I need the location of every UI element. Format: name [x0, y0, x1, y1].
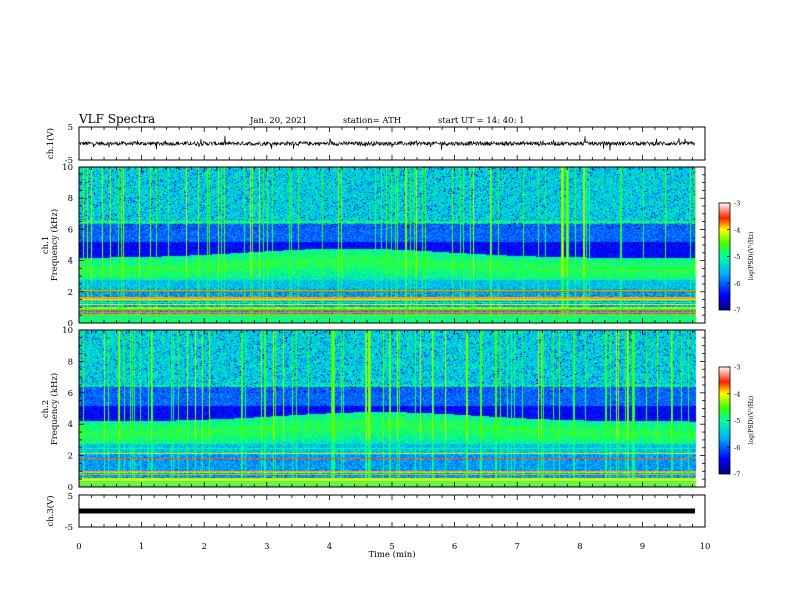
frequency-tick-label: 8: [68, 357, 73, 367]
ch2-colorbar: -3 -4 -5 -6 -7 log(PSD)(V²/Hz): [718, 364, 755, 479]
colorbar-tick-label: -7: [734, 471, 740, 479]
spectrogram-raster: [79, 167, 705, 323]
time-axis-tick-label: 8: [577, 542, 582, 552]
colorbar-tick-label: -5: [734, 253, 740, 261]
time-axis-tick-label: 3: [264, 542, 269, 552]
time-axis-tick-label: 1: [139, 542, 144, 552]
time-axis-tick-label: 9: [640, 542, 645, 552]
ch2-spectrogram-image: [79, 330, 705, 487]
ch2-spectrogram-channel-label: ch.2: [41, 400, 51, 418]
frequency-tick-label: 10: [62, 163, 73, 173]
frequency-tick-label: 6: [68, 389, 73, 399]
ch1-colorbar-ticks: -3 -4 -5 -6 -7: [727, 200, 740, 315]
ch1-spectrogram-yticks: 0 2 4 6 8 10: [62, 163, 705, 329]
header-start-time: start UT = 14: 40: 1: [438, 116, 525, 126]
ch1-spectrogram-xticks: [78, 167, 706, 323]
colorbar-tick-label: -3: [734, 364, 740, 372]
colorbar-tick-label: -4: [734, 390, 740, 398]
ch1-waveform-panel: 5 -5 ch.1(V): [45, 123, 706, 166]
frequency-tick-label: 4: [68, 257, 73, 267]
ch1-spectrogram-channel-label: ch.1: [41, 236, 51, 254]
time-axis-tick-label: 10: [700, 542, 711, 552]
ch2-colorbar-ticks: -3 -4 -5 -6 -7: [727, 364, 740, 479]
ch1-waveform-ticks: [78, 127, 706, 160]
time-axis-tick-label: 6: [452, 542, 457, 552]
ch2-spectrogram-panel: 0 2 4 6 8 10 ch.2 Frequency (kHz): [41, 326, 706, 493]
ch1-ytick-bottom: -5: [65, 156, 73, 166]
figure-title: VLF Spectra: [78, 112, 155, 126]
ch1-spectrogram-panel: 0 2 4 6 8 10 ch.1 Frequency (kHz): [41, 163, 706, 329]
ch3-waveform-trace: [79, 508, 695, 514]
time-axis-tick-labels: 0 1 2 3 4 5 6 7 8 9 10: [76, 542, 710, 552]
frequency-tick-label: 8: [68, 194, 73, 204]
time-axis-tick-label: 2: [201, 542, 206, 552]
ch2-spectrogram-xticks: [78, 330, 706, 487]
ch1-waveform-trace: [78, 135, 695, 151]
frequency-tick-label: 6: [68, 225, 73, 235]
spectrogram-raster: [79, 330, 705, 487]
ch2-spectrogram-yticks: 0 2 4 6 8 10: [62, 326, 705, 493]
frequency-tick-label: 0: [68, 319, 73, 329]
time-axis-tick-label: 5: [389, 542, 394, 552]
ch2-colorbar-label: log(PSD)(V²/Hz): [748, 396, 755, 445]
colorbar-tick-label: -5: [734, 417, 740, 425]
frequency-tick-label: 10: [62, 326, 73, 336]
time-axis-label: Time (min): [368, 549, 415, 560]
colorbar-tick-label: -3: [734, 200, 740, 208]
header-date: Jan. 20, 2021: [249, 116, 307, 126]
time-axis-tick-label: 0: [76, 542, 81, 552]
frequency-tick-label: 4: [68, 420, 73, 430]
ch3-waveform-ylabel: ch.3(V): [45, 495, 56, 526]
ch1-ytick-top: 5: [68, 123, 73, 133]
colorbar-tick-label: -6: [734, 444, 740, 452]
colorbar-tick-label: -6: [734, 280, 740, 288]
ch3-waveform-panel: 5 -5 ch.3(V): [45, 492, 706, 533]
ch3-ytick-bottom: -5: [65, 523, 73, 533]
ch3-waveform-ticks: [78, 495, 706, 527]
header-station: station= ATH: [343, 116, 401, 126]
time-axis-tick-label: 7: [514, 542, 519, 552]
time-axis-tick-label: 4: [327, 542, 332, 552]
colorbar-tick-label: -7: [734, 307, 740, 315]
frequency-tick-label: 2: [68, 452, 73, 462]
ch1-waveform-ylabel: ch.1(V): [45, 128, 56, 159]
frequency-tick-label: 0: [68, 483, 73, 493]
ch1-spectrogram-ylabel: Frequency (kHz): [49, 209, 60, 281]
frequency-tick-label: 2: [68, 288, 73, 298]
ch1-colorbar-label: log(PSD)(V²/Hz): [748, 232, 755, 281]
ch1-spectrogram-image: [79, 167, 705, 323]
ch2-spectrogram-ylabel: Frequency (kHz): [49, 373, 60, 445]
colorbar-tick-label: -4: [734, 226, 740, 234]
ch1-colorbar: -3 -4 -5 -6 -7 log(PSD)(V²/Hz): [718, 200, 755, 315]
ch3-ytick-top: 5: [68, 492, 73, 502]
